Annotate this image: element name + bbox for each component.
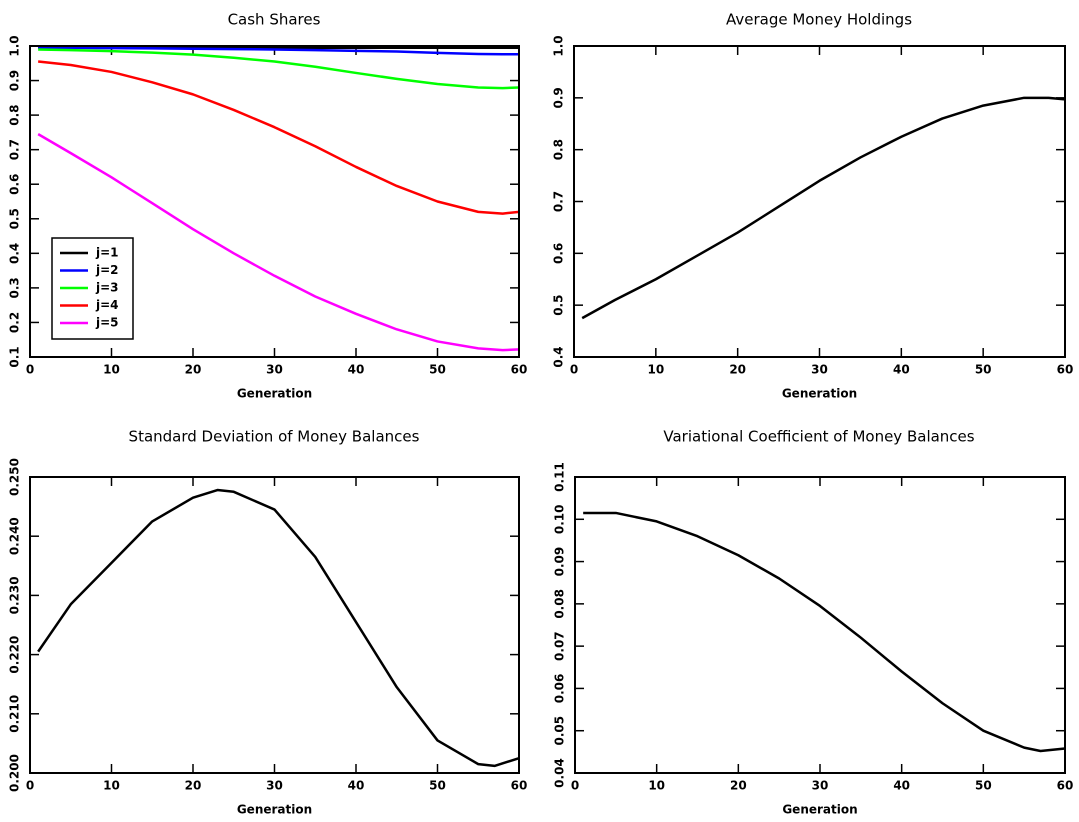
x-axis-label: Generation <box>237 387 312 401</box>
x-tick-label: 60 <box>1057 779 1074 793</box>
x-tick-label: 20 <box>185 779 202 793</box>
x-axis-label: Generation <box>782 387 857 401</box>
y-tick-label: 0.6 <box>552 243 566 264</box>
x-axis-label: Generation <box>237 803 312 817</box>
y-tick-label: 0.9 <box>8 70 22 91</box>
x-tick-label: 30 <box>266 779 283 793</box>
y-tick-label: 0.1 <box>8 346 22 367</box>
legend-label: j=5 <box>95 316 119 330</box>
x-tick-label: 10 <box>648 779 665 793</box>
x-tick-label: 60 <box>1057 363 1074 377</box>
y-tick-label: 0.05 <box>553 716 567 746</box>
y-tick-label: 0.7 <box>8 139 22 160</box>
y-tick-label: 0.09 <box>553 547 567 577</box>
plot-frame <box>574 476 1066 774</box>
y-tick-label: 0.08 <box>553 589 567 619</box>
chart-title: Standard Deviation of Money Balances <box>129 428 420 446</box>
plot-frame <box>573 45 1066 358</box>
y-tick-label: 0.230 <box>8 576 22 614</box>
x-tick-label: 30 <box>266 363 283 377</box>
x-tick-label: 0 <box>26 779 34 793</box>
y-tick-label: 0.5 <box>552 295 566 316</box>
y-tick-label: 0.210 <box>8 695 22 733</box>
chart-title: Variational Coefficient of Money Balance… <box>663 428 974 446</box>
y-tick-label: 0.04 <box>553 758 567 788</box>
x-tick-label: 60 <box>511 363 528 377</box>
x-tick-label: 0 <box>571 779 579 793</box>
y-tick-label: 0.8 <box>8 104 22 125</box>
line <box>37 133 520 352</box>
x-axis-label: Generation <box>782 803 857 817</box>
legend-label: j=1 <box>95 246 119 260</box>
y-tick-label: 0.250 <box>8 458 22 496</box>
y-tick-label: 0.11 <box>553 462 567 492</box>
y-tick-label: 0.7 <box>552 191 566 212</box>
x-tick-label: 60 <box>511 779 528 793</box>
x-tick-label: 40 <box>893 779 910 793</box>
y-tick-label: 0.4 <box>552 346 566 367</box>
x-tick-label: 50 <box>429 363 446 377</box>
x-tick-label: 10 <box>103 363 120 377</box>
line <box>581 96 1066 320</box>
y-tick-label: 0.6 <box>8 174 22 195</box>
x-tick-label: 50 <box>975 363 992 377</box>
x-tick-label: 20 <box>185 363 202 377</box>
line <box>38 46 519 56</box>
x-tick-label: 20 <box>729 363 746 377</box>
y-tick-label: 1.0 <box>552 35 566 56</box>
x-tick-label: 40 <box>348 363 365 377</box>
y-tick-label: 0.07 <box>553 631 567 661</box>
x-tick-label: 50 <box>429 779 446 793</box>
y-tick-label: 0.5 <box>8 208 22 229</box>
x-tick-label: 0 <box>26 363 34 377</box>
x-tick-label: 10 <box>103 779 120 793</box>
legend-label: j=3 <box>95 281 119 295</box>
y-tick-label: 0.4 <box>8 243 22 264</box>
y-tick-label: 1.0 <box>8 35 22 56</box>
legend-label: j=4 <box>95 298 119 312</box>
y-tick-label: 0.2 <box>8 312 22 333</box>
y-tick-label: 0.240 <box>8 517 22 555</box>
chart-title: Average Money Holdings <box>726 11 912 29</box>
y-tick-label: 0.220 <box>8 636 22 674</box>
line <box>38 48 520 90</box>
y-tick-label: 0.200 <box>8 754 22 792</box>
y-tick-label: 0.9 <box>552 87 566 108</box>
plot-frame <box>29 45 520 358</box>
y-tick-label: 0.10 <box>553 504 567 534</box>
x-tick-label: 0 <box>570 363 578 377</box>
y-tick-label: 0.06 <box>553 674 567 704</box>
x-tick-label: 40 <box>893 363 910 377</box>
line <box>38 60 520 215</box>
chart-title: Cash Shares <box>228 11 321 29</box>
legend-label: j=2 <box>95 263 119 277</box>
x-tick-label: 50 <box>975 779 992 793</box>
line <box>37 488 520 768</box>
line <box>583 511 1066 753</box>
y-tick-label: 0.3 <box>8 277 22 298</box>
x-tick-label: 20 <box>730 779 747 793</box>
x-tick-label: 30 <box>812 779 829 793</box>
x-tick-label: 40 <box>348 779 365 793</box>
x-tick-label: 10 <box>647 363 664 377</box>
y-tick-label: 0.8 <box>552 139 566 160</box>
x-tick-label: 30 <box>811 363 828 377</box>
plot-frame <box>29 476 520 774</box>
